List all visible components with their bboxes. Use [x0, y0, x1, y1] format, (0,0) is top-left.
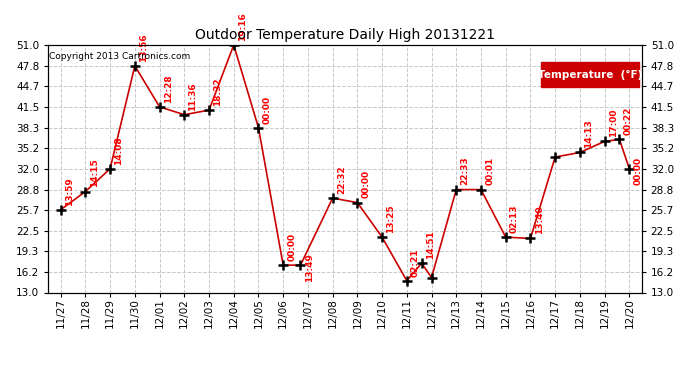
Text: 17:00: 17:00 — [609, 109, 618, 137]
Text: 00:00: 00:00 — [263, 95, 272, 123]
Text: 14:15: 14:15 — [90, 159, 99, 188]
Text: 14:51: 14:51 — [426, 230, 435, 259]
Text: 00:22: 00:22 — [624, 107, 633, 135]
Text: 11:36: 11:36 — [188, 82, 197, 111]
Text: 13:59: 13:59 — [65, 177, 74, 206]
Text: 00:00: 00:00 — [287, 233, 296, 261]
Text: 00:00: 00:00 — [362, 170, 371, 198]
Text: 18:32: 18:32 — [213, 77, 222, 106]
Text: 02:13: 02:13 — [510, 204, 519, 233]
Text: 14:08: 14:08 — [115, 136, 124, 165]
Text: 00:00: 00:00 — [633, 157, 642, 185]
Text: 22:32: 22:32 — [337, 165, 346, 194]
Text: 00:01: 00:01 — [485, 157, 494, 185]
FancyBboxPatch shape — [541, 62, 639, 87]
Text: 14:13: 14:13 — [584, 120, 593, 148]
Text: 19:16: 19:16 — [238, 12, 247, 41]
Text: 02:21: 02:21 — [411, 248, 420, 277]
Text: 13:49: 13:49 — [305, 253, 314, 282]
Text: 13:40: 13:40 — [535, 206, 544, 234]
Text: 13:56: 13:56 — [139, 33, 148, 62]
Title: Outdoor Temperature Daily High 20131221: Outdoor Temperature Daily High 20131221 — [195, 28, 495, 42]
Text: 22:33: 22:33 — [460, 157, 469, 185]
Text: 13:25: 13:25 — [386, 204, 395, 233]
Text: Temperature  (°F): Temperature (°F) — [538, 70, 642, 80]
Text: 12:28: 12:28 — [164, 74, 172, 103]
Text: Copyright 2013 Cartronics.com: Copyright 2013 Cartronics.com — [50, 53, 190, 62]
